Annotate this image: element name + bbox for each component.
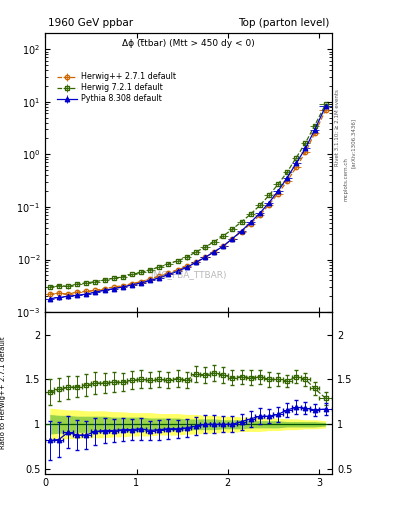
Text: 1960 GeV ppbar: 1960 GeV ppbar [48, 18, 133, 28]
Y-axis label: Ratio to Herwig++ 2.7.1 default: Ratio to Herwig++ 2.7.1 default [0, 336, 6, 449]
Legend: Herwig++ 2.7.1 default, Herwig 7.2.1 default, Pythia 8.308 default: Herwig++ 2.7.1 default, Herwig 7.2.1 def… [55, 71, 177, 105]
Text: [arXiv:1306.3436]: [arXiv:1306.3436] [351, 118, 356, 168]
Text: Rivet 3.1.10; ≥ 2.1M events: Rivet 3.1.10; ≥ 2.1M events [335, 90, 340, 166]
Text: Δϕ (t̅tbar) (Mtt > 450 dy < 0): Δϕ (t̅tbar) (Mtt > 450 dy < 0) [122, 39, 255, 48]
Text: mcplots.cern.ch: mcplots.cern.ch [343, 157, 348, 201]
Text: (MC_FBA_TTBAR): (MC_FBA_TTBAR) [151, 270, 227, 279]
Text: Top (parton level): Top (parton level) [238, 18, 329, 28]
